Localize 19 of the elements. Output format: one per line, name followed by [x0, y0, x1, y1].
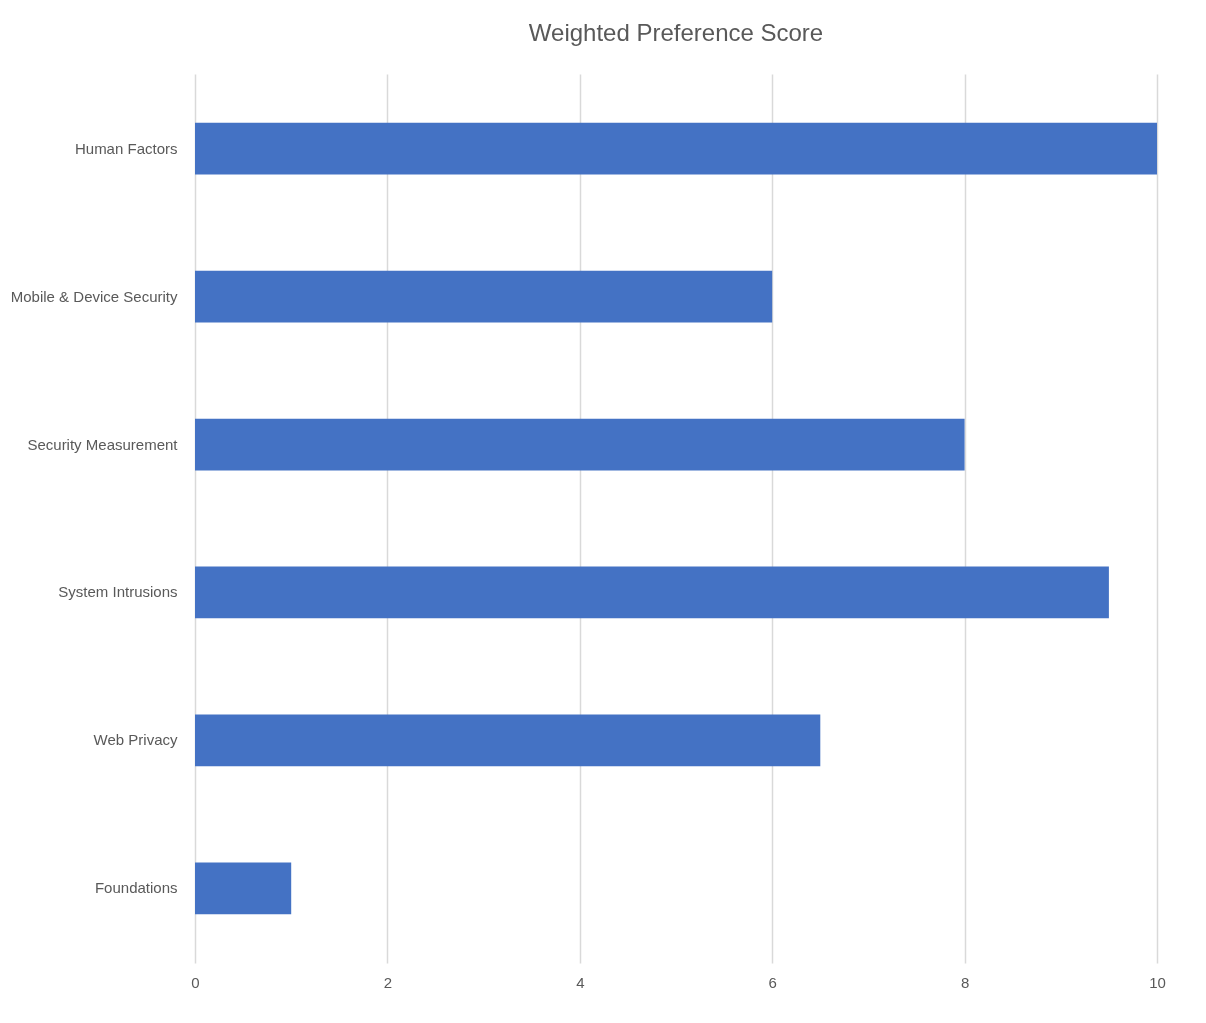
- bar: [195, 566, 1109, 619]
- x-tick-label: 6: [768, 973, 777, 991]
- x-tick-label: 4: [576, 973, 585, 991]
- bar: [195, 270, 773, 323]
- y-tick-label: Mobile & Device Security: [10, 287, 178, 305]
- y-tick-label: Security Measurement: [27, 435, 179, 453]
- y-tick-label: Human Factors: [74, 139, 178, 157]
- x-tick-label: 8: [960, 973, 970, 991]
- y-tick-label: Web Privacy: [93, 731, 178, 749]
- x-tick-label: 10: [1149, 973, 1166, 991]
- x-tick-label: 2: [383, 973, 393, 991]
- chart-title: Weighted Preference Score: [528, 19, 824, 46]
- y-tick-label: System Intrusions: [58, 583, 178, 601]
- bar: [195, 418, 965, 471]
- bar: [195, 862, 292, 915]
- y-tick-label: Foundations: [94, 879, 178, 897]
- bar: [195, 122, 1157, 175]
- bar: [195, 714, 821, 767]
- x-tick-label: 0: [191, 973, 200, 991]
